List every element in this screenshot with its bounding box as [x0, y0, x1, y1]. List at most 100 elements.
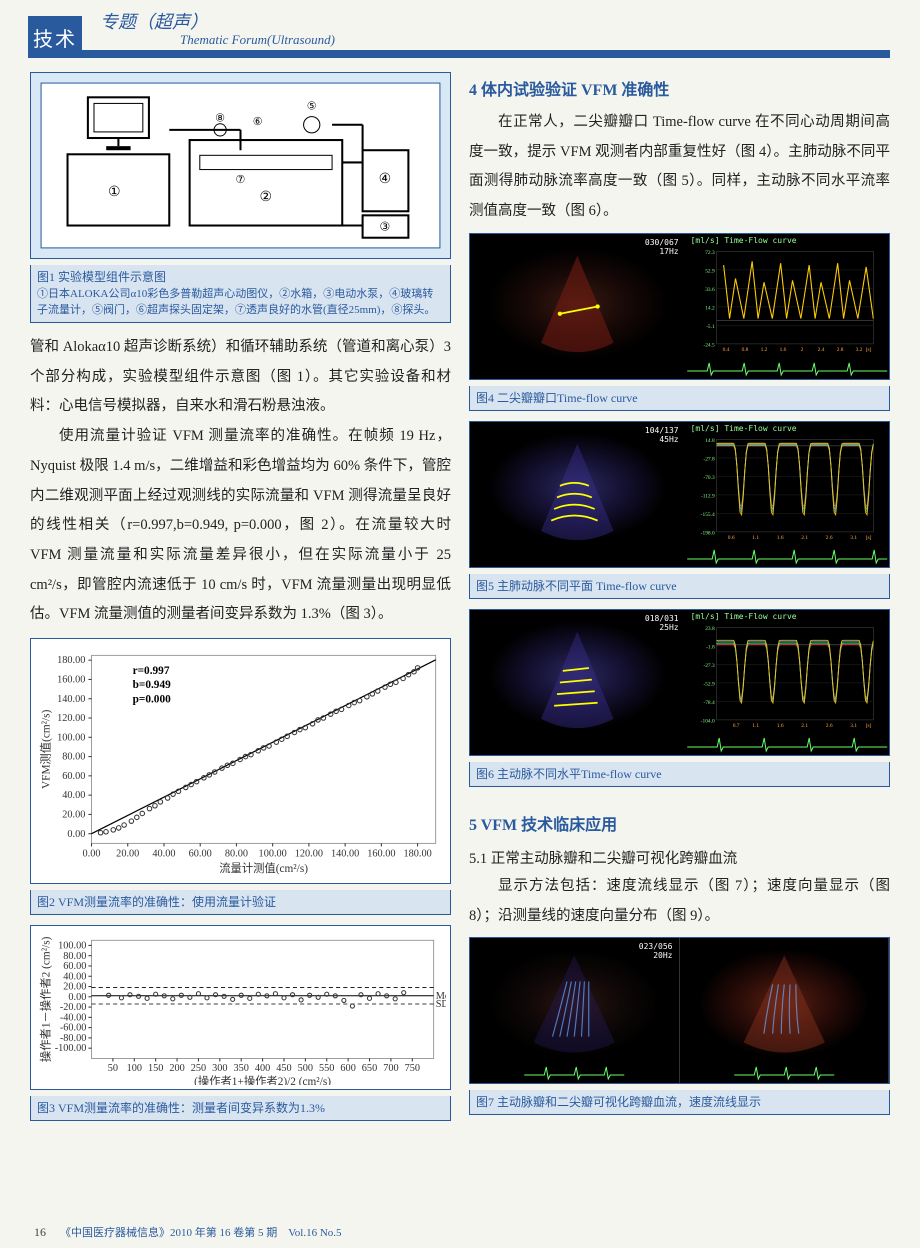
svg-text:33.6: 33.6 [705, 287, 715, 293]
svg-text:SD: SD [436, 1000, 446, 1011]
svg-text:350: 350 [234, 1063, 249, 1074]
svg-text:80.00: 80.00 [225, 849, 248, 860]
fig5-ultrasound: 104/137 45Hz [470, 422, 685, 567]
left-column: ① ② ⑧ ⑥ ⑦ ⑤ ④ ③ [30, 72, 451, 1216]
svg-text:[s]: [s] [865, 535, 871, 541]
svg-text:300: 300 [212, 1063, 227, 1074]
svg-text:100.00: 100.00 [259, 849, 287, 860]
svg-text:60.00: 60.00 [62, 771, 85, 782]
para-1: 管和 Alokaα10 超声诊断系统）和循环辅助系统（管道和离心泵）3 个部分构… [30, 333, 451, 422]
svg-text:③: ③ [380, 220, 391, 234]
fig2-caption: 图2 VFM测量流率的准确性：使用流量计验证 [30, 890, 451, 915]
svg-text:80.00: 80.00 [62, 752, 85, 763]
header-rule [82, 50, 890, 58]
sec5-text: 显示方法包括：速度流线显示（图 7）；速度向量显示（图 8）；沿测量线的速度向量… [469, 872, 890, 931]
svg-text:0.4: 0.4 [722, 347, 729, 353]
fig7-left: 023/056 20Hz [470, 938, 680, 1083]
svg-text:2.6: 2.6 [825, 723, 832, 729]
svg-text:[s]: [s] [865, 347, 871, 353]
fig7-caption: 图7 主动脉瓣和二尖瓣可视化跨瓣血流，速度流线显示 [469, 1090, 890, 1115]
svg-text:2.4: 2.4 [817, 347, 824, 353]
fig5-box: 104/137 45Hz [ml/s] Time-Flow curve -198… [469, 421, 890, 568]
svg-text:500: 500 [298, 1063, 313, 1074]
svg-text:2.8: 2.8 [836, 347, 843, 353]
ecg-strip [685, 545, 889, 567]
svg-text:-40.00: -40.00 [60, 1013, 87, 1024]
svg-text:2.1: 2.1 [801, 723, 808, 729]
svg-text:0.7: 0.7 [732, 723, 739, 729]
svg-text:2.1: 2.1 [801, 535, 808, 541]
svg-text:-80.00: -80.00 [60, 1033, 87, 1044]
svg-text:0.00: 0.00 [68, 992, 86, 1003]
svg-text:50: 50 [108, 1063, 118, 1074]
svg-text:60.00: 60.00 [189, 849, 212, 860]
svg-text:100: 100 [127, 1063, 142, 1074]
ecg-strip [680, 1061, 889, 1083]
ecg-strip [685, 357, 889, 379]
fig4-curve: [ml/s] Time-Flow curve -24.5-5.114.233.6… [685, 234, 889, 379]
svg-text:80.00: 80.00 [63, 951, 86, 962]
svg-text:40.00: 40.00 [63, 972, 86, 983]
fig6-panel: 018/031 25Hz [ml/s] Time-Flow curve -104… [470, 610, 889, 755]
svg-text:140.00: 140.00 [331, 849, 359, 860]
fig1-box: ① ② ⑧ ⑥ ⑦ ⑤ ④ ③ [30, 72, 451, 259]
svg-text:2.6: 2.6 [825, 535, 832, 541]
fig7-panel: 023/056 20Hz [470, 938, 889, 1083]
fig1-caption-title: 图1 实验模型组件示意图 [37, 268, 444, 286]
fig4-panel: 030/067 17Hz [ml/s] Time-Flow curve -24.… [470, 234, 889, 379]
svg-text:160.00: 160.00 [367, 849, 395, 860]
svg-text:-155.4: -155.4 [700, 512, 714, 518]
svg-text:40.00: 40.00 [62, 790, 85, 801]
svg-text:14.8: 14.8 [705, 438, 715, 444]
svg-text:⑧: ⑧ [215, 113, 225, 125]
fig7-right [680, 938, 890, 1083]
sec4-para: 在正常人，二尖瓣瓣口 Time-flow curve 在不同心动周期间高度一致，… [469, 108, 890, 227]
svg-text:40.00: 40.00 [152, 849, 175, 860]
svg-text:14.2: 14.2 [705, 305, 715, 311]
svg-text:20.00: 20.00 [63, 982, 86, 993]
svg-text:700: 700 [383, 1063, 398, 1074]
ecg-strip [470, 1061, 679, 1083]
svg-text:23.8: 23.8 [705, 626, 715, 632]
svg-text:-52.9: -52.9 [703, 681, 715, 687]
ecg-strip [685, 733, 889, 755]
svg-text:1.1: 1.1 [752, 535, 759, 541]
fig6-ultrasound: 018/031 25Hz [470, 610, 685, 755]
svg-text:0.00: 0.00 [83, 849, 101, 860]
svg-text:3.2: 3.2 [855, 347, 862, 353]
svg-text:120.00: 120.00 [57, 713, 85, 724]
svg-text:-70.3: -70.3 [703, 475, 715, 481]
svg-text:550: 550 [319, 1063, 334, 1074]
svg-text:150: 150 [148, 1063, 163, 1074]
fig4-caption: 图4 二尖瓣瓣口Time-flow curve [469, 386, 890, 411]
sec5-sub: 5.1 正常主动脉瓣和二尖瓣可视化跨瓣血流 [469, 847, 890, 868]
svg-text:72.3: 72.3 [705, 250, 715, 256]
svg-text:VFM测值(cm²/s): VFM测值(cm²/s) [39, 710, 52, 790]
svg-text:140.00: 140.00 [57, 694, 85, 705]
fig2-box: 0.0020.0040.0060.0080.00100.00120.00140.… [30, 638, 451, 884]
svg-text:b=0.949: b=0.949 [133, 679, 171, 691]
svg-text:-112.9: -112.9 [700, 493, 714, 499]
fig1-caption: 图1 实验模型组件示意图 ①日本ALOKA公司α10彩色多普勒超声心动图仪，②水… [30, 265, 451, 323]
svg-text:180.00: 180.00 [403, 849, 431, 860]
svg-text:2: 2 [800, 347, 803, 353]
header-title-en: Thematic Forum(Ultrasound) [180, 32, 335, 48]
page-header: 技术 专题（超声） Thematic Forum(Ultrasound) [0, 0, 920, 62]
fig3-caption: 图3 VFM测量流率的准确性：测量者间变异系数为1.3% [30, 1096, 451, 1121]
svg-text:-27.8: -27.8 [703, 457, 715, 463]
fig4-ultrasound: 030/067 17Hz [470, 234, 685, 379]
fig6-caption: 图6 主动脉不同水平Time-flow curve [469, 762, 890, 787]
right-column: 4 体内试验验证 VFM 准确性 在正常人，二尖瓣瓣口 Time-flow cu… [469, 72, 890, 1216]
svg-text:操作者1－操作者2 (cm²/s): 操作者1－操作者2 (cm²/s) [38, 937, 52, 1063]
fig3-chart: 5010015020025030035040045050055060065070… [35, 930, 446, 1084]
svg-text:[s]: [s] [865, 723, 871, 729]
svg-text:-24.5: -24.5 [703, 342, 715, 348]
svg-text:750: 750 [405, 1063, 420, 1074]
fig5-tf-label: [ml/s] Time-Flow curve [691, 424, 797, 433]
svg-text:1.1: 1.1 [752, 723, 759, 729]
sec4-title: 4 体内试验验证 VFM 准确性 [469, 76, 890, 100]
fig4-box: 030/067 17Hz [ml/s] Time-Flow curve -24.… [469, 233, 890, 380]
sec5-title: 5 VFM 技术临床应用 [469, 811, 890, 835]
svg-text:⑥: ⑥ [253, 116, 263, 128]
svg-text:100.00: 100.00 [58, 941, 86, 952]
